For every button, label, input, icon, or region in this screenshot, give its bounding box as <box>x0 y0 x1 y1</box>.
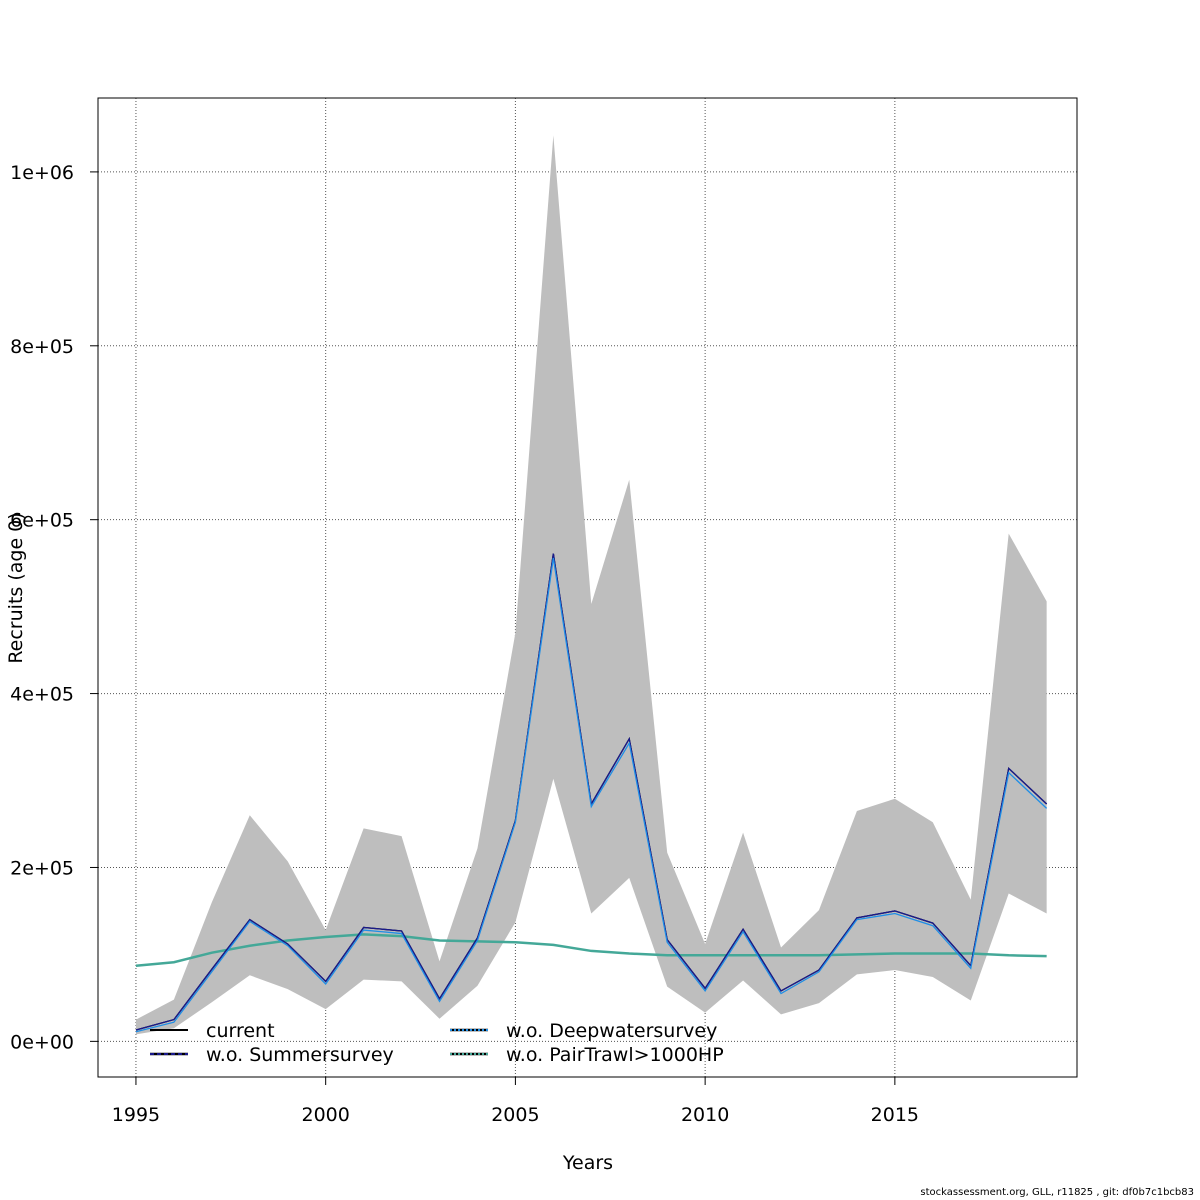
confidence-band <box>135 135 1047 1035</box>
y-tick-label: 4e+05 <box>10 684 74 706</box>
legend-label: current <box>206 1020 275 1042</box>
series-line-w-o-deepwatersurvey <box>135 557 1048 1033</box>
plot-frame <box>97 97 1078 1078</box>
legend-label: w.o. Summersurvey <box>206 1044 394 1066</box>
x-tick-label: 2005 <box>491 1104 539 1126</box>
confidence-band-area <box>135 135 1047 1035</box>
y-tick-label: 2e+05 <box>10 857 74 879</box>
y-tick-label: 8e+05 <box>10 336 74 358</box>
legend-label: w.o. Deepwatersurvey <box>506 1020 717 1042</box>
x-axis-title: Years <box>562 1152 613 1174</box>
series-line-w-o-pairtrawl-1000hp <box>135 933 1047 967</box>
y-tick-label: 1e+06 <box>10 162 74 184</box>
footer-credit: stockassessment.org, GLL, r11825 , git: … <box>920 1187 1194 1198</box>
y-tick-label: 6e+05 <box>10 510 74 532</box>
series-lines <box>135 553 1048 1033</box>
x-tick-label: 2015 <box>871 1104 919 1126</box>
x-tick-label: 2000 <box>301 1104 349 1126</box>
y-axis-title: Recruits (age 0) <box>5 512 27 663</box>
legend-label: w.o. PairTrawl>1000HP <box>506 1044 724 1066</box>
y-axis: 0e+00 2e+05 4e+05 6e+05 8e+05 1e+06 <box>10 162 98 1053</box>
y-tick-label: 0e+00 <box>10 1031 74 1053</box>
x-axis: 1995 2000 2005 2010 2015 <box>112 1077 919 1126</box>
x-tick-label: 2010 <box>681 1104 729 1126</box>
x-tick-label: 1995 <box>112 1104 160 1126</box>
